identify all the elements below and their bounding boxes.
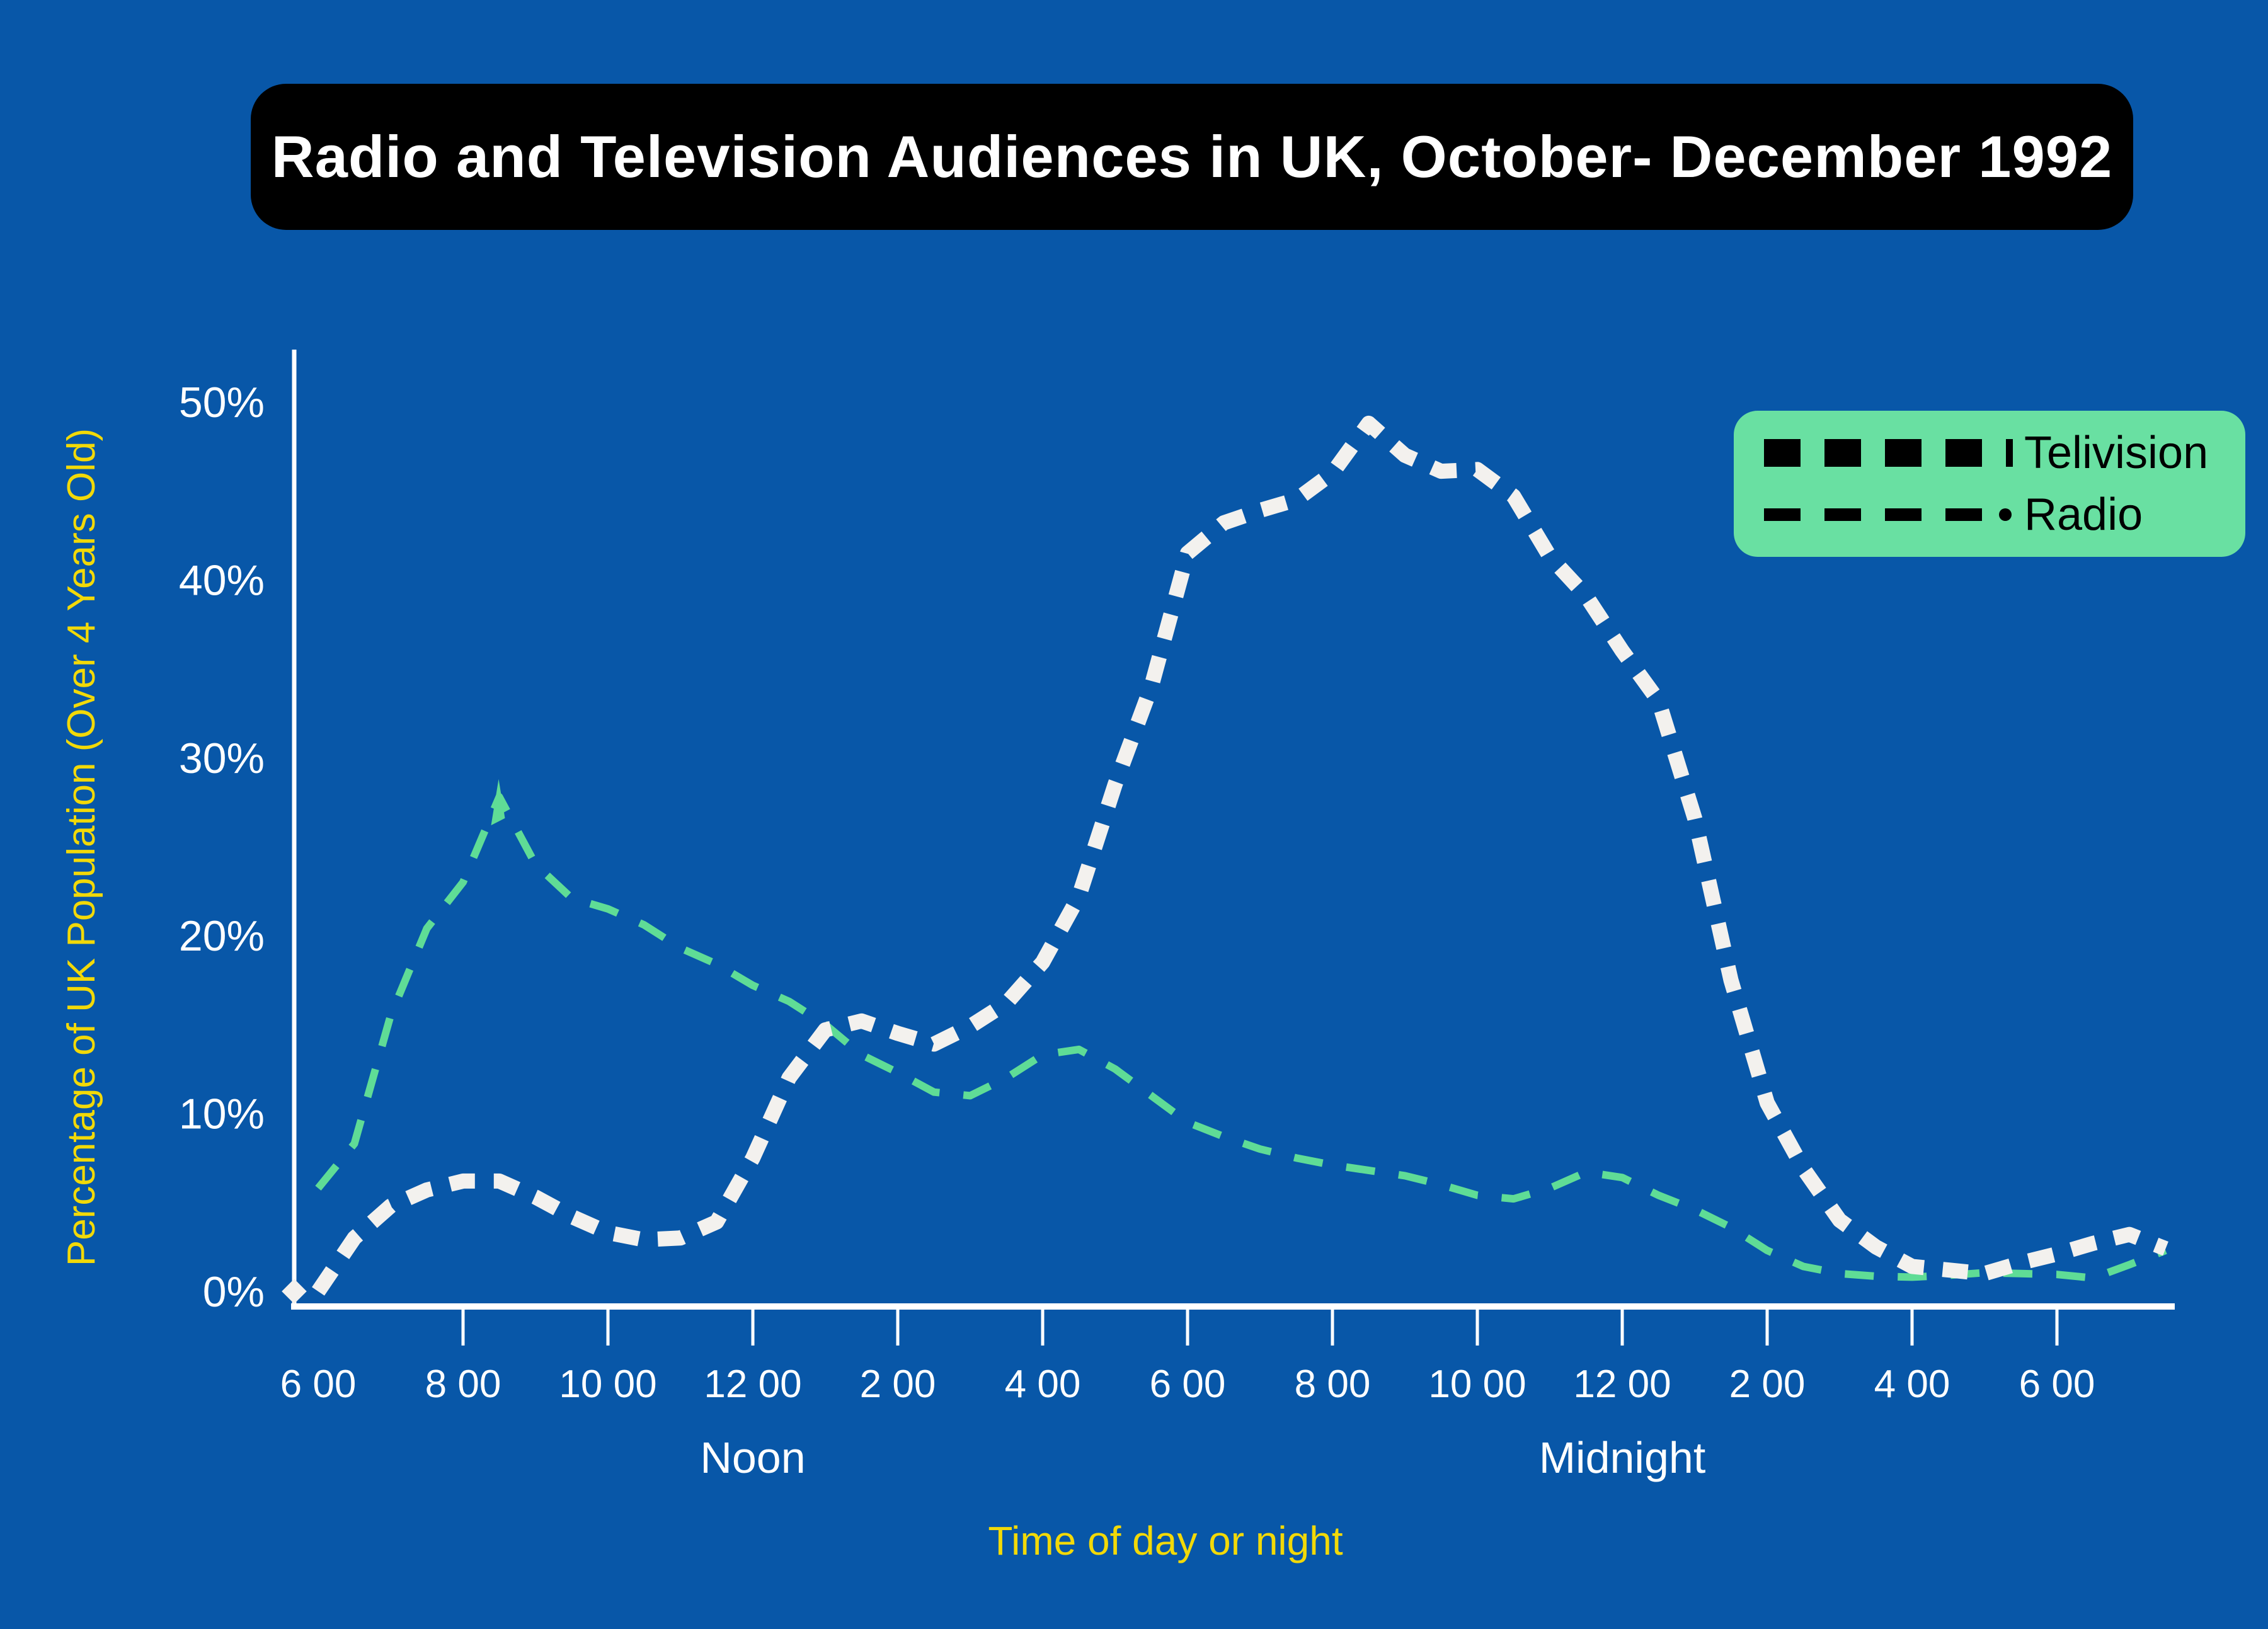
x-tick-label: 10 00 bbox=[559, 1363, 656, 1406]
legend-radio-label: Radio bbox=[2024, 489, 2143, 540]
x-tick-label: 2 00 bbox=[860, 1363, 936, 1406]
x-tick-label: 6 00 bbox=[280, 1363, 357, 1406]
y-tick-label: 0% bbox=[203, 1268, 265, 1316]
x-tick-label: 12 00 bbox=[704, 1363, 801, 1406]
radio-dash-sample-icon bbox=[1764, 508, 2012, 521]
legend-television-label: Telivision bbox=[2024, 428, 2209, 478]
x-tick-label: 8 00 bbox=[425, 1363, 501, 1406]
y-tick-label: 40% bbox=[179, 556, 265, 604]
x-tick-label: 6 00 bbox=[2019, 1363, 2095, 1406]
chart-title-bar: Radio and Television Audiences in UK, Oc… bbox=[251, 84, 2133, 230]
y-tick-label: 10% bbox=[179, 1090, 265, 1138]
television-start-point bbox=[282, 1279, 307, 1304]
radio-series-line bbox=[315, 792, 2167, 1282]
television-dash-sample-icon bbox=[1764, 439, 2013, 467]
x-tick-label: 4 00 bbox=[1005, 1363, 1081, 1406]
x-tick-label: 10 00 bbox=[1428, 1363, 1526, 1406]
chart-title: Radio and Television Audiences in UK, Oc… bbox=[271, 123, 2113, 190]
x-tick-label: 2 00 bbox=[1729, 1363, 1806, 1406]
x-tick-label: 12 00 bbox=[1573, 1363, 1671, 1406]
y-tick-label: 20% bbox=[179, 912, 265, 960]
midnight-label: Midnight bbox=[1539, 1433, 1706, 1482]
x-axis-title: Time of day or night bbox=[988, 1518, 1343, 1563]
y-tick-label: 30% bbox=[179, 734, 265, 782]
legend: Telivision Radio bbox=[1734, 411, 2245, 557]
x-tick-label: 4 00 bbox=[1874, 1363, 1950, 1406]
x-tick-label: 6 00 bbox=[1150, 1363, 1226, 1406]
y-tick-label: 50% bbox=[179, 379, 265, 426]
x-tick-label: 8 00 bbox=[1295, 1363, 1371, 1406]
y-axis-title: Percentage of UK Population (Over 4 Year… bbox=[60, 428, 103, 1266]
noon-label: Noon bbox=[700, 1433, 805, 1482]
television-series-line bbox=[312, 415, 2168, 1296]
radio-peak-tip bbox=[491, 779, 505, 826]
legend-row-radio: Radio bbox=[1764, 492, 2245, 537]
legend-row-television: Telivision bbox=[1764, 430, 2245, 476]
